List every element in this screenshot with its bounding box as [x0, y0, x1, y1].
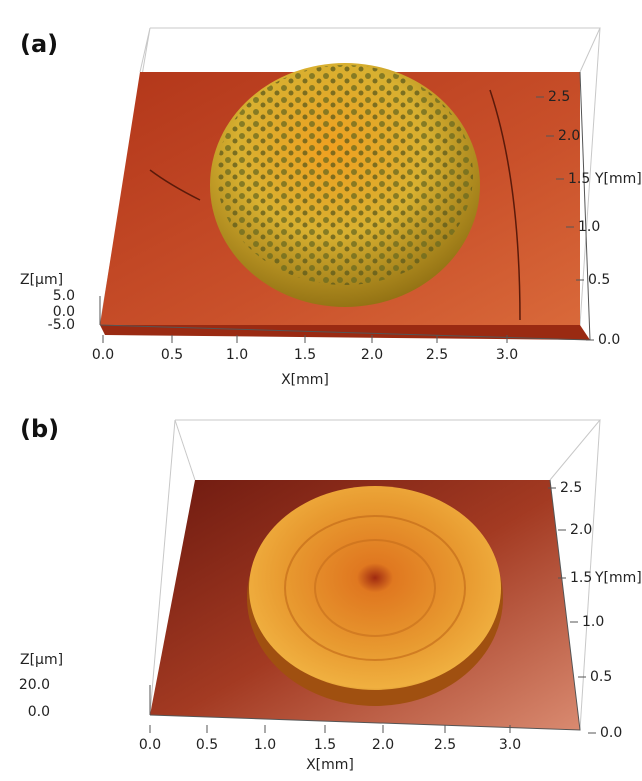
- y-tick-label: 2.5: [560, 480, 582, 496]
- y-tick-label: 2.5: [548, 89, 570, 105]
- x-axis-title: X[mm]: [281, 372, 329, 388]
- panel-label: (b): [20, 415, 59, 443]
- y-tick-label: 2.0: [570, 522, 592, 538]
- z-tick-label: -5.0: [48, 317, 75, 333]
- x-axis-title: X[mm]: [306, 757, 354, 773]
- y-tick-label: 1.0: [578, 219, 600, 235]
- wireframe: [99, 27, 601, 326]
- x-tick-label: 0.0: [92, 347, 114, 363]
- y-tick-label: 0.5: [590, 669, 612, 685]
- x-tick-label: 0.0: [139, 737, 161, 753]
- panel-a-drawing: [99, 27, 601, 341]
- axes: [149, 479, 581, 731]
- x-tick-label: 3.0: [499, 737, 521, 753]
- x-tick-label: 1.0: [254, 737, 276, 753]
- y-tick-label: 0.5: [588, 272, 610, 288]
- z-axis-title: Z[µm]: [20, 272, 63, 288]
- crack: [149, 89, 521, 321]
- disc-ring: [284, 515, 466, 661]
- x-tick-label: 3.0: [496, 347, 518, 363]
- z-tick-label: 20.0: [19, 677, 50, 693]
- x-tick-label: 1.0: [226, 347, 248, 363]
- x-tick-label: 2.0: [372, 737, 394, 753]
- y-tick-label: 2.0: [558, 128, 580, 144]
- y-tick-label: 1.5: [570, 570, 592, 586]
- z-tick-label: 0.0: [28, 704, 50, 720]
- y-axis-title: Y[mm]: [594, 171, 642, 187]
- disc-ring: [314, 539, 436, 637]
- panel-b-drawing: [149, 419, 602, 731]
- dome-texture: [217, 65, 473, 285]
- y-tick-label: 0.0: [598, 332, 620, 348]
- panel-label: (a): [20, 30, 58, 58]
- x-tick-label: 0.5: [196, 737, 218, 753]
- z-tick-label: 5.0: [53, 288, 75, 304]
- x-tick-label: 1.5: [294, 347, 316, 363]
- x-tick-label: 2.5: [434, 737, 456, 753]
- x-tick-label: 1.5: [314, 737, 336, 753]
- x-tick-label: 0.5: [161, 347, 183, 363]
- y-tick-label: 1.0: [582, 614, 604, 630]
- z-tick-label: 0.0: [53, 304, 75, 320]
- x-tick-label: 2.0: [361, 347, 383, 363]
- y-axis-title: Y[mm]: [594, 570, 642, 586]
- y-tick-label: 1.5: [568, 171, 590, 187]
- z-axis-title: Z[µm]: [20, 652, 63, 668]
- wireframe: [149, 419, 602, 731]
- y-tick-label: 0.0: [600, 725, 622, 741]
- x-tick-label: 2.5: [426, 347, 448, 363]
